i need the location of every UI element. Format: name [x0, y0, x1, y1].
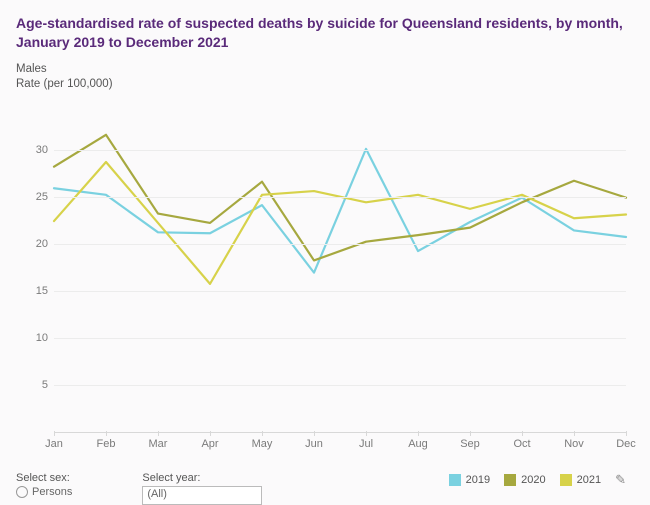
series-line-2021: [54, 162, 626, 284]
gridline: [54, 338, 626, 339]
legend-label: 2021: [577, 474, 601, 486]
legend-swatch: [560, 474, 572, 486]
x-tick-label: Aug: [408, 438, 428, 450]
legend-item-2020[interactable]: 2020: [504, 474, 545, 486]
y-tick-label: 25: [16, 191, 48, 203]
pencil-icon[interactable]: ✎: [615, 472, 626, 488]
x-tick-label: Jul: [359, 438, 373, 450]
legend-item-2019[interactable]: 2019: [449, 474, 490, 486]
chart-title: Age-standardised rate of suspected death…: [16, 14, 634, 52]
x-tick: [470, 431, 471, 436]
legend-item-2021[interactable]: 2021: [560, 474, 601, 486]
select-sex-label: Select sex:: [16, 472, 72, 484]
gridline: [54, 150, 626, 151]
series-line-2019: [54, 149, 626, 273]
x-tick: [210, 431, 211, 436]
legend-swatch: [504, 474, 516, 486]
x-tick: [106, 431, 107, 436]
line-series-svg: [54, 132, 626, 432]
x-tick: [54, 431, 55, 436]
gridline: [54, 197, 626, 198]
select-sex-block: Select sex: Persons: [16, 472, 72, 498]
x-tick: [158, 431, 159, 436]
x-tick-label: Oct: [513, 438, 530, 450]
legend-label: 2020: [521, 474, 545, 486]
x-tick: [574, 431, 575, 436]
gridline: [54, 244, 626, 245]
y-tick-label: 10: [16, 332, 48, 344]
chart-subtitle: Males Rate (per 100,000): [16, 62, 634, 92]
legend-label: 2019: [466, 474, 490, 486]
year-select[interactable]: (All): [142, 486, 262, 505]
legend: 2019 2020 2021 ✎: [449, 472, 626, 488]
gridline: [54, 291, 626, 292]
x-tick: [522, 431, 523, 436]
x-tick-label: Jan: [45, 438, 63, 450]
radio-icon: [16, 486, 28, 498]
x-tick: [626, 431, 627, 436]
subtitle-line1: Males: [16, 63, 47, 75]
gridline: [54, 385, 626, 386]
x-tick-label: May: [252, 438, 273, 450]
chart-area: 5 10 15 20 25 30 Jan Feb Mar Apr May Jun Jul Aug Sep Oc…: [16, 92, 634, 472]
controls-row: Select sex: Persons Select year: (All) 2…: [0, 472, 650, 505]
year-select-value: (All): [147, 488, 167, 500]
sex-option-label: Persons: [32, 486, 72, 498]
x-tick: [366, 431, 367, 436]
x-tick-label: Dec: [616, 438, 636, 450]
y-tick-label: 20: [16, 238, 48, 250]
x-tick-label: Nov: [564, 438, 584, 450]
subtitle-line2: Rate (per 100,000): [16, 78, 113, 90]
y-tick-label: 15: [16, 285, 48, 297]
x-tick-label: Jun: [305, 438, 323, 450]
x-tick: [314, 431, 315, 436]
x-tick: [418, 431, 419, 436]
plot: [54, 132, 626, 433]
select-year-block: Select year: (All): [142, 472, 262, 505]
x-tick-label: Apr: [201, 438, 218, 450]
y-tick-label: 30: [16, 144, 48, 156]
x-tick: [262, 431, 263, 436]
y-tick-label: 5: [16, 379, 48, 391]
legend-swatch: [449, 474, 461, 486]
x-tick-label: Feb: [97, 438, 116, 450]
x-tick-label: Mar: [149, 438, 168, 450]
x-tick-label: Sep: [460, 438, 480, 450]
sex-radio-persons[interactable]: Persons: [16, 486, 72, 498]
select-year-label: Select year:: [142, 472, 262, 484]
